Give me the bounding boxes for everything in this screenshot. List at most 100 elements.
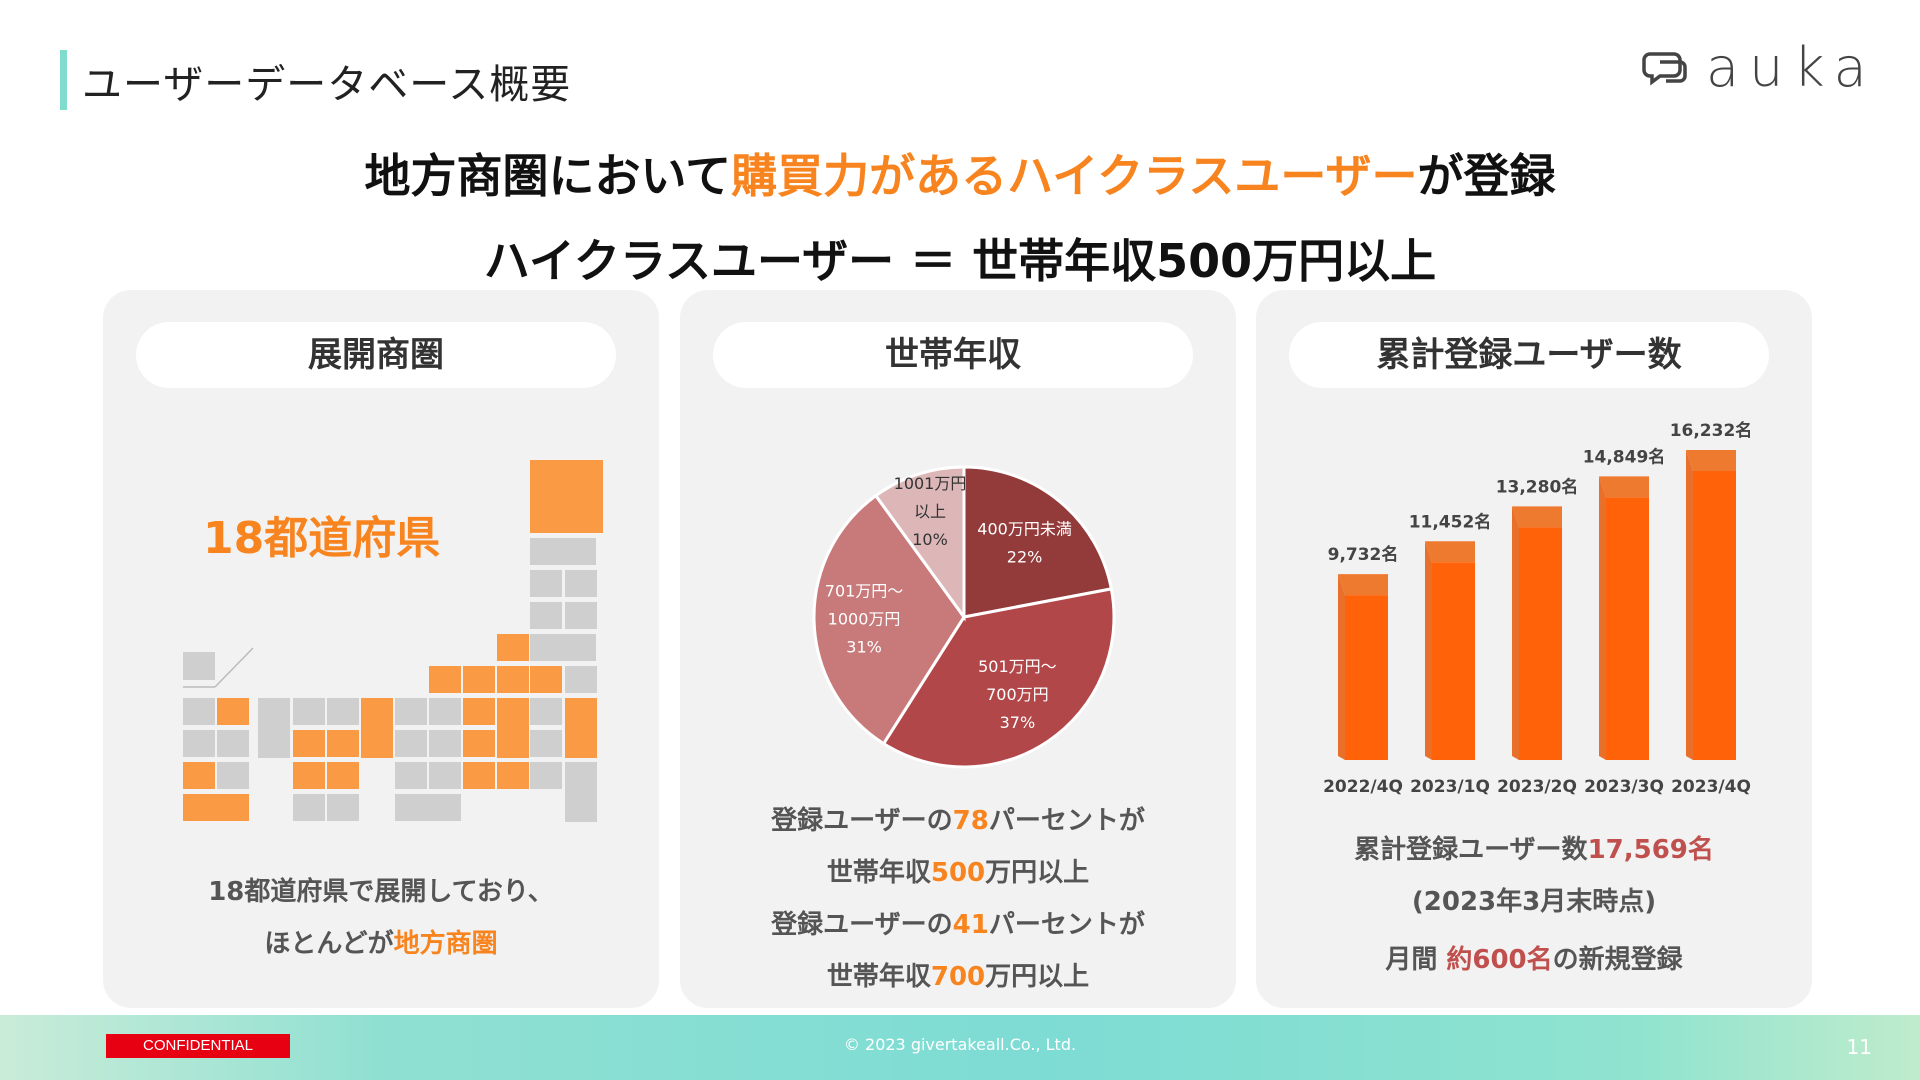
income-desc1-num: 78: [952, 806, 989, 836]
users-monthly-value: 約600名: [1446, 945, 1553, 975]
map-prefecture: [361, 698, 393, 758]
income-desc-line3: 登録ユーザーの41パーセントが: [680, 899, 1236, 951]
bar-top: [1599, 476, 1649, 498]
map-prefecture: [293, 698, 325, 725]
copyright: © 2023 givertakeall.Co., Ltd.: [843, 1035, 1077, 1054]
bar: [1432, 562, 1475, 760]
pie-slice-percent: 22%: [1007, 547, 1043, 566]
map-prefecture: [327, 762, 359, 789]
map-prefecture: [530, 570, 562, 597]
bar-side: [1338, 574, 1345, 760]
users-total-value: 17,569名: [1587, 835, 1714, 865]
users-bar-chart: 9,732名 2022/4Q 11,452名 2023/1Q 13,280名 2023/2…: [1323, 420, 1753, 797]
headline-line1-highlight: 購買力があるハイクラスユーザー: [731, 149, 1418, 203]
map-prefecture: [395, 794, 461, 821]
income-desc3-pre: 登録ユーザーの: [771, 910, 953, 940]
income-desc4-num: 700: [930, 962, 986, 992]
users-panel-title: 累計登録ユーザー数: [1289, 322, 1769, 388]
map-prefecture: [183, 762, 215, 789]
bar-category-label: 2023/1Q: [1410, 777, 1490, 797]
area-desc-highlight: 地方商圏: [393, 929, 498, 959]
bar-category-label: 2023/4Q: [1671, 777, 1751, 797]
map-prefecture: [530, 602, 562, 629]
bar-value-label: 16,232名: [1670, 420, 1753, 441]
map-prefecture: [217, 730, 249, 757]
bar: [1606, 497, 1649, 760]
map-prefecture: [429, 666, 461, 693]
income-desc-line1: 登録ユーザーの78パーセントが: [680, 795, 1236, 847]
logo-text: auka: [1706, 36, 1877, 99]
map-prefecture: [565, 698, 597, 758]
users-total-pre: 累計登録ユーザー数: [1354, 835, 1588, 865]
map-prefecture: [530, 762, 562, 789]
bar-category-label: 2023/3Q: [1584, 777, 1664, 797]
bar-value-label: 11,452名: [1409, 511, 1492, 532]
map-prefecture: [293, 794, 325, 821]
income-description: 登録ユーザーの78パーセントが 世帯年収500万円以上 登録ユーザーの41パーセ…: [680, 795, 1236, 1003]
bar-side: [1686, 450, 1693, 760]
pie-slice: [881, 587, 1116, 769]
map-prefecture: [395, 730, 427, 757]
income-desc3-num: 41: [952, 910, 989, 940]
users-monthly-line: 月間 約600名の新規登録: [1256, 934, 1812, 986]
map-prefecture: [293, 762, 325, 789]
headline-line2: ハイクラスユーザー ＝ 世帯年収500万円以上: [483, 234, 1437, 288]
auka-logo: auka: [1640, 36, 1877, 99]
map-prefecture: [429, 730, 461, 757]
confidential-badge: CONFIDENTIAL: [106, 1034, 290, 1058]
pie-slice-percent: 31%: [846, 638, 882, 657]
pie-slice-percent: 10%: [912, 530, 948, 549]
slide-title: ユーザーデータベース概要: [82, 62, 572, 108]
area-panel: 展開商圏 18都道府県 18都道府県で展開しており、 ほとんどが地方商圏: [103, 290, 659, 1008]
pie-slice-label: 501万円～: [978, 657, 1057, 676]
map-prefecture: [497, 666, 529, 693]
bar-side: [1425, 541, 1432, 760]
map-prefecture: [463, 698, 495, 725]
income-desc2-num: 500: [930, 858, 986, 888]
map-prefecture: [530, 730, 562, 757]
headline-line1-pre: 地方商圏において: [364, 149, 732, 203]
bar-top: [1686, 450, 1736, 471]
map-okinawa: [183, 652, 215, 680]
bar-side: [1599, 476, 1606, 760]
pie-slice: [873, 465, 966, 622]
bar-top: [1512, 506, 1562, 528]
income-panel-title: 世帯年収: [713, 322, 1193, 388]
income-desc-line4: 世帯年収700万円以上: [680, 951, 1236, 1003]
income-desc2-pre: 世帯年収: [826, 858, 931, 888]
pie-slice-label: 400万円未満: [977, 519, 1072, 538]
map-prefecture: [429, 698, 461, 725]
pie-slice: [812, 493, 966, 746]
map-prefecture: [497, 762, 529, 789]
title-accent-bar: [60, 50, 67, 110]
bar-side: [1512, 506, 1519, 760]
headline-line1-post: が登録: [1417, 149, 1556, 203]
income-desc3-post: パーセントが: [988, 910, 1145, 940]
users-description: 累計登録ユーザー数17,569名 (2023年3月末時点) 月間 約600名の新…: [1256, 824, 1812, 986]
pie-slice-label: 1000万円: [828, 610, 901, 629]
bar: [1519, 527, 1562, 760]
map-prefecture: [497, 698, 529, 758]
map-prefecture: [497, 634, 529, 661]
prefecture-count: 18都道府県: [203, 513, 441, 564]
map-prefecture: [327, 794, 359, 821]
area-desc-line1: 18都道府県で展開しており、: [208, 877, 554, 907]
bar-value-label: 13,280名: [1496, 476, 1579, 497]
map-prefecture: [183, 730, 215, 757]
income-desc1-pre: 登録ユーザーの: [771, 806, 953, 836]
map-prefecture: [327, 698, 359, 725]
map-prefecture: [530, 634, 596, 661]
income-desc1-post: パーセントが: [988, 806, 1145, 836]
footer: CONFIDENTIAL © 2023 givertakeall.Co., Lt…: [0, 1015, 1920, 1080]
map-prefecture: [183, 698, 215, 725]
area-panel-title: 展開商圏: [136, 322, 616, 388]
income-desc2-post: 万円以上: [985, 858, 1090, 888]
map-prefecture: [463, 730, 495, 757]
map-prefecture: [395, 698, 427, 725]
area-desc-line2-pre: ほとんどが: [264, 929, 394, 959]
users-as-of: (2023年3月末時点): [1411, 887, 1657, 917]
map-prefecture: [217, 698, 249, 725]
users-monthly-pre: 月間: [1385, 945, 1447, 975]
map-hokkaido: [530, 460, 603, 533]
map-prefecture: [327, 730, 359, 757]
